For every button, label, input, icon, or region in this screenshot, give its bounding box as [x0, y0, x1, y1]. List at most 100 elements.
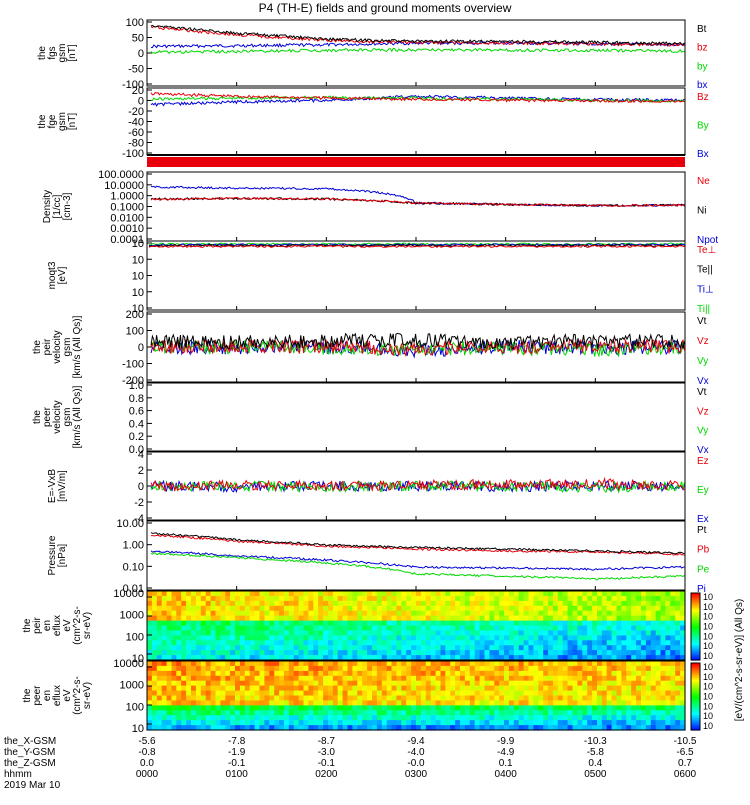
- spectro-cell: [220, 620, 226, 627]
- spectro-cell: [528, 670, 534, 677]
- spectro-cell: [288, 600, 295, 607]
- spectro-cell: [425, 675, 432, 682]
- spectro-cell: [337, 710, 344, 716]
- spectro-cell: [308, 685, 314, 692]
- spectro-cell: [200, 700, 207, 706]
- colorbar-cell: [691, 618, 700, 621]
- spectro-cell: [411, 610, 417, 617]
- spectro-cell: [254, 620, 261, 627]
- spectro-cell: [582, 720, 588, 726]
- spectro-cell: [411, 630, 417, 636]
- spectro-cell: [660, 625, 666, 631]
- spectro-cell: [675, 675, 681, 682]
- ytick-label: -2: [134, 497, 144, 509]
- spectro-cell: [543, 605, 549, 612]
- spectro-cell: [528, 700, 534, 706]
- spectro-cell: [543, 591, 549, 597]
- spectro-cell: [562, 640, 569, 646]
- spectro-cell: [548, 600, 554, 607]
- spectro-cell: [191, 650, 197, 656]
- spectro-cell: [435, 591, 442, 597]
- spectro-cell: [171, 635, 177, 641]
- spectro-cell: [523, 591, 530, 597]
- spectro-cell: [230, 610, 236, 617]
- spectro-cell: [352, 720, 358, 726]
- xaxis-value: -5.6: [138, 736, 156, 747]
- spectro-cell: [587, 680, 593, 687]
- spectro-cell: [186, 595, 192, 602]
- spectro-cell: [269, 685, 275, 692]
- spectro-cell: [601, 625, 608, 631]
- spectro-cell: [601, 725, 608, 731]
- spectro-cell: [636, 665, 642, 672]
- spectro-cell: [195, 725, 202, 731]
- spectro-cell: [205, 661, 212, 667]
- spectro-cell: [660, 600, 666, 607]
- spectro-cell: [450, 690, 456, 697]
- spectro-cell: [347, 695, 353, 701]
- spectro-cell: [474, 720, 481, 726]
- spectro-cell: [303, 690, 309, 697]
- spectro-cell: [582, 725, 588, 731]
- spectro-cell: [660, 675, 666, 682]
- spectro-cell: [171, 705, 177, 711]
- spectro-cell: [249, 625, 256, 631]
- spectro-cell: [362, 670, 368, 677]
- spectro-cell: [499, 700, 505, 706]
- spectro-cell: [205, 620, 212, 627]
- spectro-cell: [440, 591, 446, 597]
- spectro-cell: [567, 725, 574, 731]
- spectro-cell: [176, 640, 182, 646]
- spectro-cell: [195, 615, 202, 622]
- spectro-cell: [611, 610, 618, 617]
- spectro-cell: [279, 640, 285, 646]
- spectro-cell: [220, 670, 226, 677]
- spectro-cell: [675, 630, 681, 636]
- colorbar-cell: [691, 601, 700, 604]
- spectro-cell: [176, 645, 182, 651]
- spectro-cell: [538, 715, 544, 721]
- spectro-cell: [582, 610, 588, 617]
- ytick-label: 10: [132, 238, 144, 250]
- spectro-cell: [577, 710, 583, 716]
- spectro-cell: [430, 705, 437, 711]
- spectro-cell: [636, 645, 642, 651]
- spectro-cell: [611, 645, 618, 651]
- spectro-cell: [416, 700, 422, 706]
- spectro-cell: [328, 610, 334, 617]
- spectro-cell: [660, 680, 666, 687]
- spectro-cell: [611, 635, 618, 641]
- spectro-cell: [552, 620, 559, 627]
- spectro-cell: [166, 650, 173, 656]
- spectro-cell: [484, 665, 490, 672]
- spectro-cell: [347, 635, 353, 641]
- colorbar-cell: [691, 711, 700, 714]
- colorbar-cell: [691, 703, 700, 706]
- spectro-cell: [469, 620, 476, 627]
- spectro-cell: [518, 630, 525, 636]
- spectro-cell: [156, 690, 163, 697]
- spectro-cell: [641, 645, 647, 651]
- spectro-cell: [592, 595, 598, 602]
- spectro-cell: [489, 650, 495, 656]
- spectro-cell: [269, 645, 275, 651]
- spectro-cell: [416, 595, 422, 602]
- spectro-cell: [479, 710, 486, 716]
- spectro-cell: [200, 725, 207, 731]
- spectro-cell: [479, 725, 486, 731]
- spectro-cell: [161, 600, 168, 607]
- spectro-cell: [205, 610, 212, 617]
- spectro-cell: [283, 625, 290, 631]
- spectro-cell: [616, 705, 622, 711]
- spectro-cell: [200, 605, 207, 612]
- spectro-cell: [464, 655, 471, 661]
- spectro-cell: [435, 630, 442, 636]
- colorbar-cell: [691, 723, 700, 726]
- spectro-cell: [313, 630, 319, 636]
- spectro-cell: [147, 650, 153, 656]
- spectro-cell: [288, 655, 295, 661]
- spectro-cell: [176, 635, 182, 641]
- spectro-cell: [425, 645, 432, 651]
- spectro-cell: [205, 630, 212, 636]
- spectro-cell: [582, 710, 588, 716]
